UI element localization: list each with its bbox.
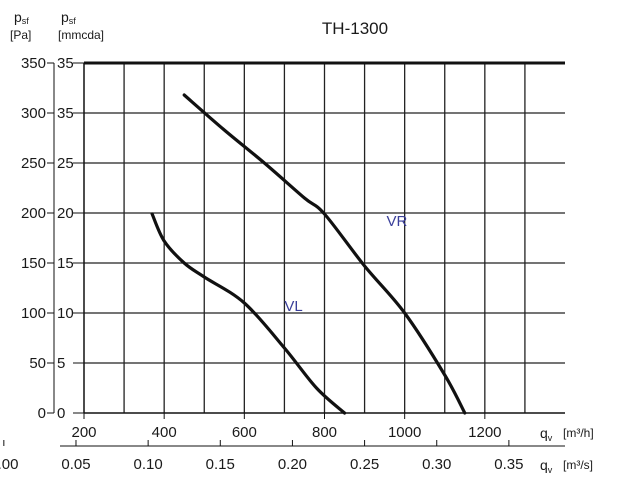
x-tick-m3s-label: 0.30 <box>422 456 451 473</box>
y-axis-mmcda-label: psf <box>61 9 76 26</box>
y-tick-pa-label: 100 <box>21 305 46 322</box>
y-axis-pa-unit: [Pa] <box>10 28 31 42</box>
y-axis-pa-label: psf <box>14 9 29 26</box>
x-tick-m3s-label: 0.00 <box>0 456 18 473</box>
y-tick-pa-label: 300 <box>21 105 46 122</box>
x-tick-m3h-label: 200 <box>71 424 96 441</box>
series: VR VL <box>152 95 465 413</box>
y-tick-pa-label: 250 <box>21 155 46 172</box>
y-tick-mmcda-label: 20 <box>57 205 74 222</box>
y-axis-mmcda-unit: [mmcda] <box>58 28 104 42</box>
y-tick-pa-label: 150 <box>21 255 46 272</box>
y-tick-mmcda-label: 35 <box>57 55 74 72</box>
x-axis-m3h-label: qv <box>540 425 553 443</box>
x-tick-m3s-label: 0.25 <box>350 456 379 473</box>
x-tick-m3h-label: 1200 <box>468 424 501 441</box>
y-tick-mmcda-label: 25 <box>57 155 74 172</box>
y-tick-mmcda-label: 0 <box>57 405 65 422</box>
x-tick-m3s-label: 0.15 <box>206 456 235 473</box>
x-tick-m3h-label: 400 <box>152 424 177 441</box>
chart-title: TH-1300 <box>322 19 388 38</box>
x-tick-m3h-label: 800 <box>312 424 337 441</box>
x-tick-m3s-label: 0.20 <box>278 456 307 473</box>
y-tick-pa-label: 50 <box>29 355 46 372</box>
x-tick-m3h-label: 1000 <box>388 424 421 441</box>
x-tick-m3s-label: 0.10 <box>134 456 163 473</box>
y-tick-mmcda-label: 35 <box>57 105 74 122</box>
y-tick-mmcda-label: 15 <box>57 255 74 272</box>
series-label-vl: VL <box>284 298 302 315</box>
x-axis-m3s-unit: [m³/s] <box>563 458 593 472</box>
series-label-vr: VR <box>387 213 408 230</box>
x-axis-m3h-unit: [m³/h] <box>563 426 594 440</box>
x-tick-m3h-label: 600 <box>232 424 257 441</box>
y-tick-pa-label: 200 <box>21 205 46 222</box>
y-tick-mmcda-label: 5 <box>57 355 65 372</box>
y-tick-pa-label: 350 <box>21 55 46 72</box>
x-axis-m3s-label: qv <box>540 457 553 475</box>
x-tick-m3s-label: 0.05 <box>61 456 90 473</box>
y-tick-pa-label: 0 <box>38 405 46 422</box>
y-tick-mmcda-label: 10 <box>57 305 74 322</box>
x-tick-m3s-label: 0.35 <box>494 456 523 473</box>
grid <box>84 63 565 413</box>
